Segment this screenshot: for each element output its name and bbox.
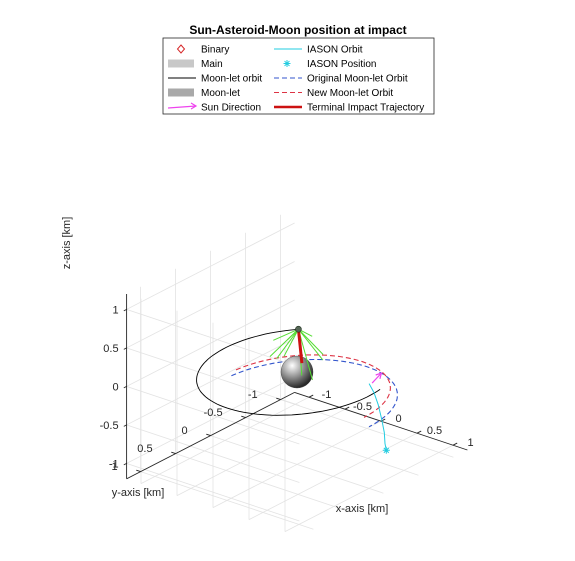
z-tick-mark: [123, 462, 127, 466]
legend-binary-marker: [176, 44, 186, 54]
main-body: [280, 355, 314, 389]
z-tick-mark: [123, 424, 127, 427]
grid-line: [126, 347, 300, 406]
legend-label: New Moon-let Orbit: [307, 88, 393, 99]
grid-line: [210, 435, 384, 494]
grid-line: [175, 453, 349, 512]
z-tick-mark: [123, 308, 127, 312]
original-moonlet-orbit: [231, 358, 398, 428]
grid-line: [126, 222, 295, 310]
z-tick-label: -0.5: [100, 420, 119, 432]
y-tick-mark: [171, 451, 176, 455]
plot-area: [196, 325, 398, 454]
legend-patch-marker: [168, 59, 194, 68]
new-moonlet-orbit: [235, 354, 391, 418]
x-tick-label: 1: [467, 437, 473, 449]
x-tick-label: -0.5: [353, 401, 372, 413]
z-tick-mark: [123, 385, 127, 389]
debris-line: [276, 328, 299, 359]
y-tick-mark: [241, 415, 246, 419]
debris-line: [298, 328, 324, 355]
x-tick-mark: [452, 442, 458, 446]
tick-labels: -1-0.500.51-1-0.500.51-1-0.500.51: [100, 304, 474, 473]
y-tick-label: 0: [181, 425, 187, 437]
x-tick-label: 0: [395, 413, 401, 425]
legend-star-marker: [283, 60, 291, 67]
iason-orbit: [368, 383, 387, 451]
legend-label: Binary: [201, 45, 229, 56]
sun-direction-arrow: [371, 372, 382, 384]
z-tick-label: 0: [112, 381, 118, 393]
z-tick-mark: [123, 347, 127, 350]
sun-direction-arrowhead: [375, 372, 383, 380]
grid-line: [140, 471, 314, 530]
grid-line: [126, 386, 300, 445]
z-axis-label: z-axis [km]: [61, 217, 73, 270]
x-tick-mark: [416, 430, 422, 434]
y-tick-mark: [206, 433, 211, 437]
grid-line: [126, 309, 300, 368]
legend-label: IASON Orbit: [307, 45, 363, 56]
x-tick-label: 0.5: [427, 425, 442, 437]
x-tick-label: -1: [322, 389, 332, 401]
debris-line: [283, 328, 299, 357]
debris-line: [298, 328, 324, 361]
moonlet: [295, 325, 302, 333]
legend-label: Terminal Impact Trajectory: [307, 103, 424, 114]
debris-line: [273, 328, 299, 341]
x-axis-label: x-axis [km]: [336, 503, 389, 515]
z-tick-label: -1: [109, 458, 119, 470]
legend-label: Sun Direction: [201, 103, 261, 114]
grid-line: [126, 261, 295, 349]
x-tick-mark: [308, 394, 314, 398]
legend-arrow-head: [190, 102, 198, 110]
legend-label: IASON Position: [307, 59, 376, 70]
y-tick-label: 0.5: [137, 443, 152, 455]
y-axis-label: y-axis [km]: [112, 487, 165, 499]
y-tick-label: -0.5: [204, 407, 223, 419]
legend-label: Moon-let orbit: [201, 74, 262, 85]
grid-line: [284, 444, 454, 532]
iason-position: [382, 446, 390, 454]
chart-title: Sun-Asteroid-Moon position at impact: [189, 23, 406, 37]
legend: Binary Main Moon-let orbit Moon-let Sun Dire…: [162, 37, 435, 115]
legend-box: [162, 37, 435, 115]
legend-label: Original Moon-let Orbit: [307, 74, 408, 85]
z-tick-label: 0.5: [103, 343, 118, 355]
legend-arrow-line: [167, 105, 197, 109]
axes-grid: [126, 214, 454, 532]
y-tick-mark: [276, 397, 281, 401]
y-tick-label: 1: [111, 461, 117, 473]
legend-label: Main: [201, 59, 223, 70]
y-tick-label: -1: [248, 389, 258, 401]
debris-line: [269, 328, 299, 358]
legend-label: Moon-let: [201, 88, 240, 99]
grid-line: [126, 299, 295, 387]
z-tick-label: 1: [112, 304, 118, 316]
moonlet-orbit: [196, 329, 381, 416]
grid-line: [248, 432, 418, 520]
terminal-impact-trajectory: [296, 329, 304, 364]
x-tick-mark: [344, 406, 350, 410]
legend-patch-marker: [168, 88, 194, 97]
y-tick-mark: [136, 469, 141, 473]
